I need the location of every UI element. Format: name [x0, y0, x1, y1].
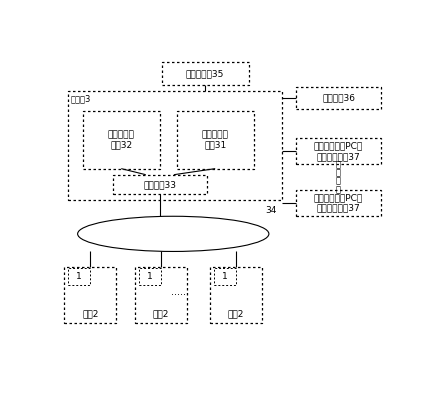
Text: ......: ......	[171, 286, 189, 297]
Text: 車両情報収
集郣32: 車両情報収 集郣32	[108, 130, 135, 149]
Ellipse shape	[78, 216, 269, 251]
FancyBboxPatch shape	[296, 138, 381, 164]
Text: 34: 34	[265, 206, 277, 215]
Text: サービ3: サービ3	[71, 94, 91, 103]
Text: 管理者端末35: 管理者端末35	[186, 69, 224, 78]
FancyBboxPatch shape	[210, 267, 262, 323]
FancyBboxPatch shape	[214, 268, 236, 285]
Text: ・
・
・
・: ・ ・ ・ ・	[336, 160, 341, 194]
FancyBboxPatch shape	[83, 111, 160, 169]
Text: 金融機関36: 金融機関36	[322, 94, 355, 102]
FancyBboxPatch shape	[296, 190, 381, 216]
FancyBboxPatch shape	[68, 91, 282, 201]
FancyBboxPatch shape	[64, 267, 116, 323]
FancyBboxPatch shape	[177, 111, 254, 169]
Text: 車上2: 車上2	[152, 310, 169, 319]
FancyBboxPatch shape	[296, 87, 381, 110]
Text: 送受信郣33: 送受信郣33	[143, 180, 176, 189]
Text: ユーザ端末（PC、
携帯電話等）37: ユーザ端末（PC、 携帯電話等）37	[314, 193, 363, 212]
FancyBboxPatch shape	[139, 268, 161, 285]
Text: 1: 1	[223, 272, 228, 281]
FancyBboxPatch shape	[135, 267, 187, 323]
Text: 遠隔制御指
示郣31: 遠隔制御指 示郣31	[202, 130, 229, 149]
Text: 1: 1	[76, 272, 82, 281]
Text: ユーザ端末（PC、
携帯電話等）37: ユーザ端末（PC、 携帯電話等）37	[314, 141, 363, 161]
Text: 車上2: 車上2	[228, 310, 244, 319]
Text: 車上2: 車上2	[82, 310, 98, 319]
FancyBboxPatch shape	[162, 63, 249, 85]
Text: 1: 1	[147, 272, 152, 281]
FancyBboxPatch shape	[113, 175, 207, 194]
FancyBboxPatch shape	[68, 268, 90, 285]
